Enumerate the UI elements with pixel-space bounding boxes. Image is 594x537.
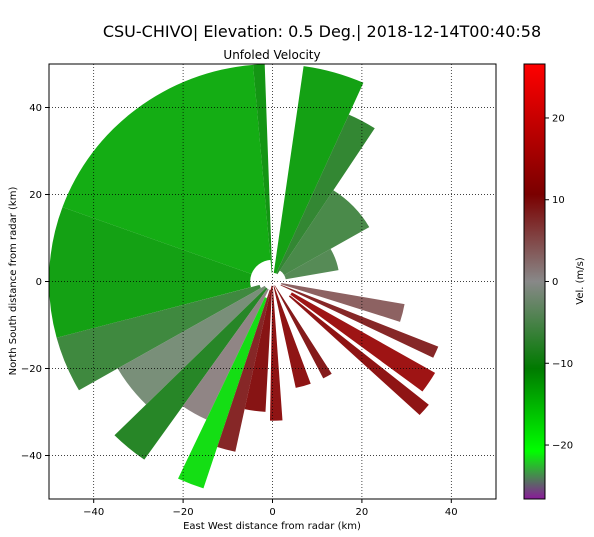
y-axis-label: North South distance from radar (km) xyxy=(8,187,19,376)
velocity-sector-12 xyxy=(244,285,273,412)
velocity-sector-7 xyxy=(117,285,267,405)
velocity-sector-11 xyxy=(217,289,271,452)
velocity-sector-6 xyxy=(56,284,261,391)
velocity-sector-18 xyxy=(280,284,439,358)
velocity-sectors xyxy=(49,64,439,489)
y-tick-label: 40 xyxy=(29,103,42,114)
plot-title: Unfoled Velocity xyxy=(223,48,320,62)
velocity-sector-16 xyxy=(288,295,429,416)
y-tick-label: −20 xyxy=(21,364,42,375)
velocity-sector-15 xyxy=(274,285,332,379)
x-axis-ticks: −40 −20 0 20 40 xyxy=(83,499,458,518)
velocity-sector-13 xyxy=(270,285,283,421)
y-axis-ticks: −40 −20 0 20 40 xyxy=(21,103,49,462)
y-tick-label: 0 xyxy=(36,277,42,288)
velocity-sector-4 xyxy=(279,190,370,275)
velocity-sector-1 xyxy=(253,64,273,273)
y-tick-label: 20 xyxy=(29,190,42,201)
colorbar-tick-label: 10 xyxy=(552,195,565,206)
colorbar-tick-label: −10 xyxy=(552,359,573,370)
velocity-sector-19 xyxy=(281,283,405,322)
velocity-sector-8 xyxy=(114,287,268,460)
colorbar-label: Vel. (m/s) xyxy=(575,257,586,305)
x-tick-label: −40 xyxy=(83,507,104,518)
x-axis-label: East West distance from radar (km) xyxy=(183,521,361,532)
grid-lines xyxy=(49,64,496,499)
colorbar-tick-label: 20 xyxy=(552,113,565,124)
colorbar-ticks: −20 −10 0 10 20 xyxy=(545,113,573,452)
velocity-sector-5 xyxy=(49,207,252,338)
x-tick-label: −20 xyxy=(173,507,194,518)
velocity-sector-9 xyxy=(182,288,269,420)
colorbar xyxy=(523,63,546,500)
velocity-sector-2 xyxy=(273,66,364,274)
velocity-sector-0 xyxy=(62,64,271,275)
x-tick-label: 40 xyxy=(445,507,458,518)
velocity-sector-17 xyxy=(290,292,436,392)
y-tick-label: −40 xyxy=(21,451,42,462)
colorbar-tick-label: 0 xyxy=(552,277,558,288)
velocity-sector-14 xyxy=(273,285,311,388)
velocity-sector-10 xyxy=(178,297,267,489)
x-tick-label: 0 xyxy=(269,507,275,518)
figure-suptitle: CSU-CHIVO| Elevation: 0.5 Deg.| 2018-12-… xyxy=(103,22,541,41)
velocity-sector-20 xyxy=(284,248,339,280)
x-tick-label: 20 xyxy=(356,507,369,518)
colorbar-tick-label: −20 xyxy=(552,441,573,452)
